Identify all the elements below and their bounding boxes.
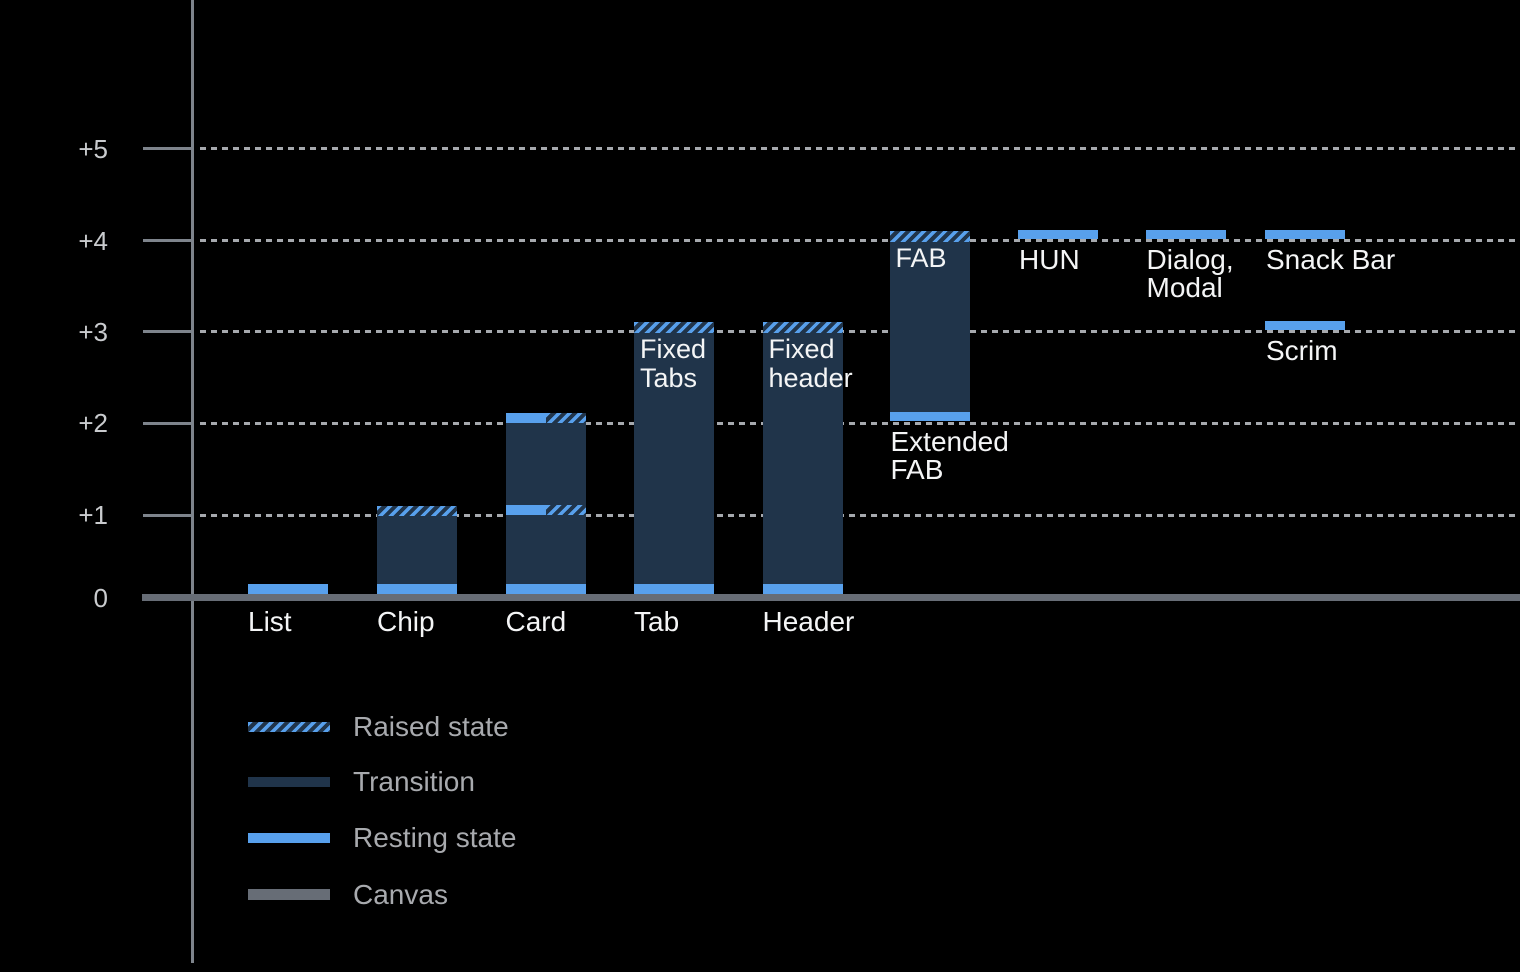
bar-tab: Fixed Tabs Tab <box>634 0 714 972</box>
gridline-3 <box>200 330 1520 333</box>
y-tick-5 <box>143 147 193 150</box>
bar-segment-transition <box>634 331 714 584</box>
bar-card: Card <box>505 0 586 972</box>
y-tick-label-2: +2 <box>78 408 108 438</box>
legend-label: Transition <box>353 766 475 797</box>
y-tick-3 <box>143 330 193 333</box>
gridline-1 <box>200 513 1520 517</box>
legend-item-resting-state: Resting state <box>248 823 516 853</box>
bar-segment-raised <box>634 322 714 333</box>
bar-segment-raised <box>377 505 457 516</box>
bar-segment-split <box>505 505 586 515</box>
bar-segment-raised-half <box>545 413 586 423</box>
canvas-baseline <box>142 594 1520 601</box>
bar-extended-fab: FAB Extended FAB <box>889 0 1009 972</box>
bar-segment-transition <box>889 240 970 412</box>
bar-label: Extended FAB <box>890 426 1009 485</box>
legend-label: Resting state <box>353 822 517 853</box>
bar-segment-split <box>505 413 586 423</box>
bar-hun: HUN <box>1018 0 1098 972</box>
y-tick-label-5: +5 <box>78 133 108 164</box>
bar-label: Snack Bar <box>1266 243 1396 275</box>
bar-segment-raised-half <box>545 505 586 515</box>
y-tick-4 <box>143 239 193 242</box>
legend-swatch-canvas <box>248 889 330 900</box>
bar-segment-resting-half <box>505 505 546 515</box>
bar-dialog-modal: Dialog, Modal <box>1145 0 1234 972</box>
gridline-5 <box>200 147 1520 150</box>
legend-label: Raised state <box>353 711 509 742</box>
y-tick-label-3: +3 <box>78 316 108 347</box>
y-tick-label-0: 0 <box>93 582 108 613</box>
bar-segment-resting <box>248 583 328 594</box>
bar-segment-resting <box>505 583 586 594</box>
y-axis-line <box>190 0 194 963</box>
y-tick-label-1: +1 <box>78 500 108 530</box>
bar-label: Chip <box>377 606 435 637</box>
gridline-4 <box>200 239 1520 242</box>
bar-segment-transition <box>762 331 843 584</box>
bar-chip: Chip <box>377 0 457 972</box>
legend-item-transition: Transition <box>248 767 475 797</box>
bar-label: HUN <box>1019 243 1080 275</box>
bar-segment-resting <box>762 583 843 594</box>
gridline-2 <box>200 421 1520 425</box>
bar-inner-label: Fixed header <box>768 334 853 393</box>
bar-segment-transition <box>377 515 457 584</box>
legend-item-canvas: Canvas <box>248 878 448 910</box>
bar-inner-label: Fixed Tabs <box>640 334 707 393</box>
bar-header: Fixed header Header <box>762 0 854 972</box>
bar-segment-transition <box>505 423 586 584</box>
bar-label: Tab <box>634 606 680 637</box>
bar-segment-resting <box>1018 229 1098 239</box>
bar-scrim: Scrim <box>1265 0 1345 972</box>
bar-inner-label: FAB <box>895 243 947 273</box>
legend-swatch-raised <box>248 721 330 733</box>
bar-segment-raised <box>889 231 970 242</box>
bar-snack-bar: Snack Bar <box>1265 0 1395 972</box>
legend-swatch-transition <box>248 776 330 788</box>
legend-swatch-resting <box>248 832 330 844</box>
bar-segment-resting-half <box>505 413 546 423</box>
bar-label: List <box>248 606 292 637</box>
y-tick-2 <box>143 421 193 425</box>
bar-segment-resting <box>889 412 970 421</box>
y-tick-label-4: +4 <box>78 225 108 256</box>
bar-label: Scrim <box>1266 334 1338 366</box>
bar-label: Dialog, Modal <box>1146 243 1234 303</box>
bar-segment-resting <box>1145 229 1226 239</box>
legend-label: Canvas <box>353 878 448 910</box>
bar-segment-resting <box>377 583 457 594</box>
bar-label: Card <box>505 606 567 637</box>
bar-list: List <box>248 0 328 972</box>
bar-segment-resting <box>1265 320 1345 330</box>
bar-segment-resting <box>1265 229 1345 239</box>
y-tick-1 <box>143 513 193 517</box>
bar-label: Header <box>762 606 855 637</box>
legend-item-raised-state: Raised state <box>248 712 509 742</box>
bar-segment-raised <box>762 322 843 333</box>
bar-segment-resting <box>634 583 714 594</box>
